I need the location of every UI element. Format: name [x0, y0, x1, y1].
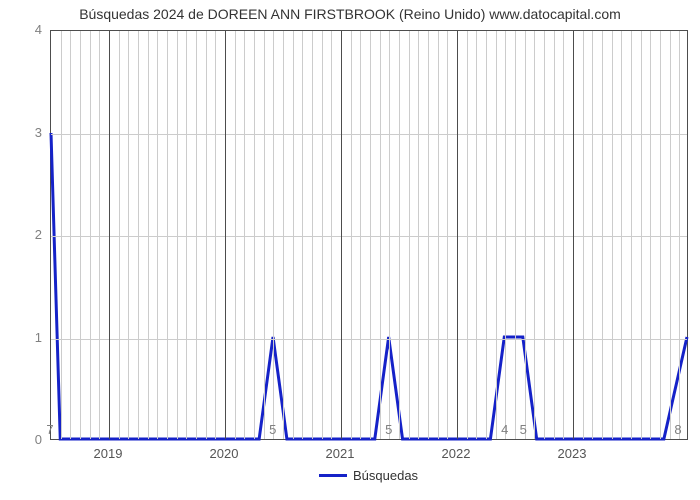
gridline-v — [409, 31, 410, 439]
gridline-v — [544, 31, 545, 439]
ytick-label: 4 — [35, 22, 42, 37]
gridline-v — [650, 31, 651, 439]
gridline-v — [399, 31, 400, 439]
gridline-v — [467, 31, 468, 439]
gridline-v — [563, 31, 564, 439]
gridline-v — [128, 31, 129, 439]
chart-title: Búsquedas 2024 de DOREEN ANN FIRSTBROOK … — [0, 6, 700, 22]
gridline-v — [302, 31, 303, 439]
gridline-v — [496, 31, 497, 439]
gridline-v — [612, 31, 613, 439]
marker-label: 5 — [520, 422, 527, 437]
gridline-v — [273, 31, 274, 439]
legend-swatch — [319, 474, 347, 477]
chart-container: Búsquedas 2024 de DOREEN ANN FIRSTBROOK … — [0, 0, 700, 500]
gridline-v — [370, 31, 371, 439]
gridline-v — [554, 31, 555, 439]
major-gridline-v — [573, 31, 574, 439]
gridline-v — [505, 31, 506, 439]
major-gridline-v — [225, 31, 226, 439]
gridline-v — [660, 31, 661, 439]
ytick-label: 3 — [35, 125, 42, 140]
gridline-v — [486, 31, 487, 439]
gridline-v — [148, 31, 149, 439]
plot-area — [50, 30, 688, 440]
gridline-v — [138, 31, 139, 439]
gridline-v — [177, 31, 178, 439]
major-gridline-v — [457, 31, 458, 439]
gridline-v — [264, 31, 265, 439]
gridline-v — [70, 31, 71, 439]
major-gridline-v — [109, 31, 110, 439]
gridline-v — [679, 31, 680, 439]
gridline-v — [254, 31, 255, 439]
gridline-v — [351, 31, 352, 439]
gridline-v — [583, 31, 584, 439]
gridline-v — [534, 31, 535, 439]
ytick-label: 2 — [35, 227, 42, 242]
gridline-v — [621, 31, 622, 439]
gridline-v — [167, 31, 168, 439]
gridline-v — [206, 31, 207, 439]
gridline-v — [157, 31, 158, 439]
marker-label: 4 — [501, 422, 508, 437]
gridline-v — [331, 31, 332, 439]
xtick-label: 2023 — [558, 446, 587, 461]
gridline-v — [428, 31, 429, 439]
marker-label: 8 — [674, 422, 681, 437]
gridline-v — [293, 31, 294, 439]
ytick-label: 0 — [35, 432, 42, 447]
ytick-label: 1 — [35, 330, 42, 345]
gridline-v — [438, 31, 439, 439]
gridline-v — [196, 31, 197, 439]
gridline-v — [360, 31, 361, 439]
gridline-v — [447, 31, 448, 439]
gridline-v — [283, 31, 284, 439]
gridline-v — [525, 31, 526, 439]
gridline-v — [80, 31, 81, 439]
gridline-v — [61, 31, 62, 439]
gridline-v — [119, 31, 120, 439]
gridline-v — [322, 31, 323, 439]
gridline-v — [641, 31, 642, 439]
gridline-v — [215, 31, 216, 439]
gridline-v — [244, 31, 245, 439]
marker-label: 5 — [385, 422, 392, 437]
gridline-v — [99, 31, 100, 439]
gridline-v — [670, 31, 671, 439]
gridline-v — [515, 31, 516, 439]
gridline-v — [592, 31, 593, 439]
major-gridline-v — [341, 31, 342, 439]
gridline-v — [476, 31, 477, 439]
marker-label: 7 — [46, 422, 53, 437]
legend: Búsquedas — [319, 468, 418, 483]
gridline-v — [380, 31, 381, 439]
gridline-v — [235, 31, 236, 439]
gridline-v — [312, 31, 313, 439]
gridline-v — [90, 31, 91, 439]
gridline-v — [631, 31, 632, 439]
gridline-v — [186, 31, 187, 439]
xtick-label: 2021 — [326, 446, 355, 461]
gridline-v — [389, 31, 390, 439]
gridline-v — [602, 31, 603, 439]
xtick-label: 2022 — [442, 446, 471, 461]
marker-label: 5 — [269, 422, 276, 437]
gridline-v — [418, 31, 419, 439]
xtick-label: 2020 — [210, 446, 239, 461]
legend-label: Búsquedas — [353, 468, 418, 483]
xtick-label: 2019 — [94, 446, 123, 461]
